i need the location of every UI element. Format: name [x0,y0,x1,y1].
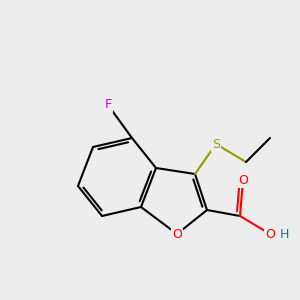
Text: S: S [212,137,220,151]
Text: F: F [104,98,112,112]
Text: H: H [280,227,289,241]
Text: O: O [172,227,182,241]
Text: O: O [238,173,248,187]
Text: O: O [265,227,275,241]
